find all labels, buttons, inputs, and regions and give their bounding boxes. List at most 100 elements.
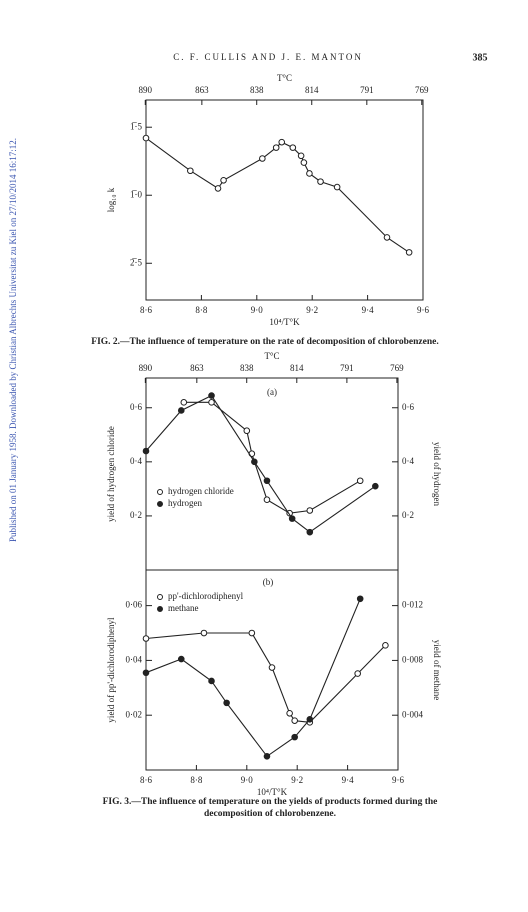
- y-tick-label: 0·04: [126, 654, 143, 664]
- x2-tick-label: 769: [390, 363, 404, 373]
- data-point: [306, 170, 313, 177]
- plot-frame: [145, 377, 399, 571]
- y2-tick-label: 0·004: [402, 709, 423, 719]
- legend-label: methane: [168, 603, 199, 613]
- data-point: [383, 234, 391, 241]
- legend-label: pp'-dichlorodiphenyl: [168, 591, 244, 601]
- x2-tick-label: 791: [360, 85, 374, 95]
- x2-tick-label: 863: [190, 363, 204, 373]
- x-tick-label: 9·2: [306, 305, 318, 315]
- y-tick-label: 0·06: [126, 600, 143, 610]
- y-tick-label: 1̅·0: [130, 189, 142, 199]
- legend-label: hydrogen chloride: [168, 486, 234, 496]
- data-point: [356, 595, 364, 603]
- data-point: [289, 144, 297, 151]
- data-point: [372, 482, 379, 490]
- data-point: [354, 670, 361, 677]
- data-point: [142, 669, 150, 677]
- x-tick-label: 9·4: [342, 775, 354, 785]
- y-tick-label: 0·02: [126, 709, 143, 719]
- data-point: [223, 699, 230, 707]
- data-point: [200, 629, 208, 637]
- data-point: [291, 733, 298, 741]
- data-point: [208, 392, 215, 399]
- legend-marker: [157, 501, 163, 507]
- data-point: [268, 664, 276, 671]
- data-point: [278, 138, 286, 146]
- x2-tick-label: 814: [305, 85, 319, 95]
- panel-label: (b): [263, 577, 274, 587]
- x2-tick-label: 838: [250, 85, 264, 95]
- y2-tick-label: 0·012: [402, 600, 423, 610]
- x2-tick-label: 791: [340, 363, 354, 373]
- y-tick-label: 0·6: [130, 402, 142, 412]
- data-point: [317, 178, 324, 185]
- data-point: [291, 717, 298, 724]
- page-number: 385: [473, 52, 488, 63]
- legend-marker: [157, 594, 163, 600]
- series-line: [145, 598, 361, 758]
- data-point: [243, 427, 251, 435]
- data-point: [405, 249, 413, 256]
- data-point: [263, 496, 271, 503]
- data-point: [259, 155, 266, 162]
- x-tick-label: 9·4: [362, 305, 374, 315]
- series-line: [183, 401, 361, 514]
- data-point: [177, 407, 185, 414]
- data-point: [306, 528, 314, 536]
- data-point: [187, 167, 194, 175]
- x-axis-label: 10⁴/T°K: [257, 787, 288, 797]
- data-point: [300, 159, 308, 166]
- legend-marker: [157, 606, 163, 612]
- figure-caption: FIG. 2.—The influence of temperature on …: [91, 337, 439, 347]
- data-point: [214, 185, 222, 192]
- series-line: [145, 394, 376, 533]
- data-point: [208, 677, 215, 685]
- data-point: [263, 753, 271, 760]
- data-point: [180, 399, 188, 406]
- y2-axis-label: yield of hydrogen: [432, 442, 442, 506]
- figure-caption: FIG. 3.—The influence of temperature on …: [102, 797, 438, 819]
- x-tick-label: 9·6: [392, 775, 404, 785]
- running-header: C. F. CULLIS AND J. E. MANTON: [173, 52, 363, 62]
- y-axis-label: yield of pp'-dichlorodiphenyl: [106, 617, 116, 723]
- data-point: [248, 629, 256, 637]
- x-tick-label: 8·8: [190, 775, 202, 785]
- x2-axis-label: T°C: [264, 351, 279, 361]
- data-point: [142, 134, 150, 142]
- data-point: [297, 152, 305, 160]
- y-axis-label: yield of hydrogen chloride: [106, 426, 116, 522]
- x-axis-label: 10⁴/T°K: [269, 317, 300, 327]
- data-point: [177, 655, 185, 663]
- data-point: [220, 176, 227, 184]
- data-point: [142, 635, 150, 642]
- x-tick-label: 9·6: [417, 305, 429, 315]
- data-point: [263, 477, 271, 485]
- y2-tick-label: 0·4: [402, 456, 414, 466]
- x2-tick-label: 890: [139, 363, 153, 373]
- y2-tick-label: 0·2: [402, 510, 414, 520]
- y-tick-label: 0·4: [130, 456, 142, 466]
- y2-tick-label: 0·6: [402, 402, 414, 412]
- legend-label: hydrogen: [168, 498, 202, 508]
- y2-axis-label: yield of methane: [432, 640, 442, 700]
- x-tick-label: 9·0: [251, 305, 263, 315]
- sidebar-note: Published on 01 January 1958. Downloaded…: [8, 138, 18, 542]
- x-tick-label: 9·0: [241, 775, 253, 785]
- data-point: [142, 447, 150, 455]
- data-point: [251, 458, 258, 466]
- legend-marker: [157, 489, 163, 495]
- data-point: [208, 399, 215, 406]
- panel-label: (a): [267, 387, 277, 397]
- x-tick-label: 9·2: [291, 775, 303, 785]
- data-point: [382, 642, 389, 649]
- x-tick-label: 8·8: [195, 305, 207, 315]
- data-point: [356, 477, 364, 485]
- y-axis-label: log₁₀ k: [106, 187, 116, 212]
- y-tick-label: 0·2: [130, 510, 142, 520]
- data-point: [272, 144, 280, 151]
- x-tick-label: 8·6: [140, 305, 152, 315]
- data-point: [306, 507, 314, 514]
- data-point: [306, 716, 314, 723]
